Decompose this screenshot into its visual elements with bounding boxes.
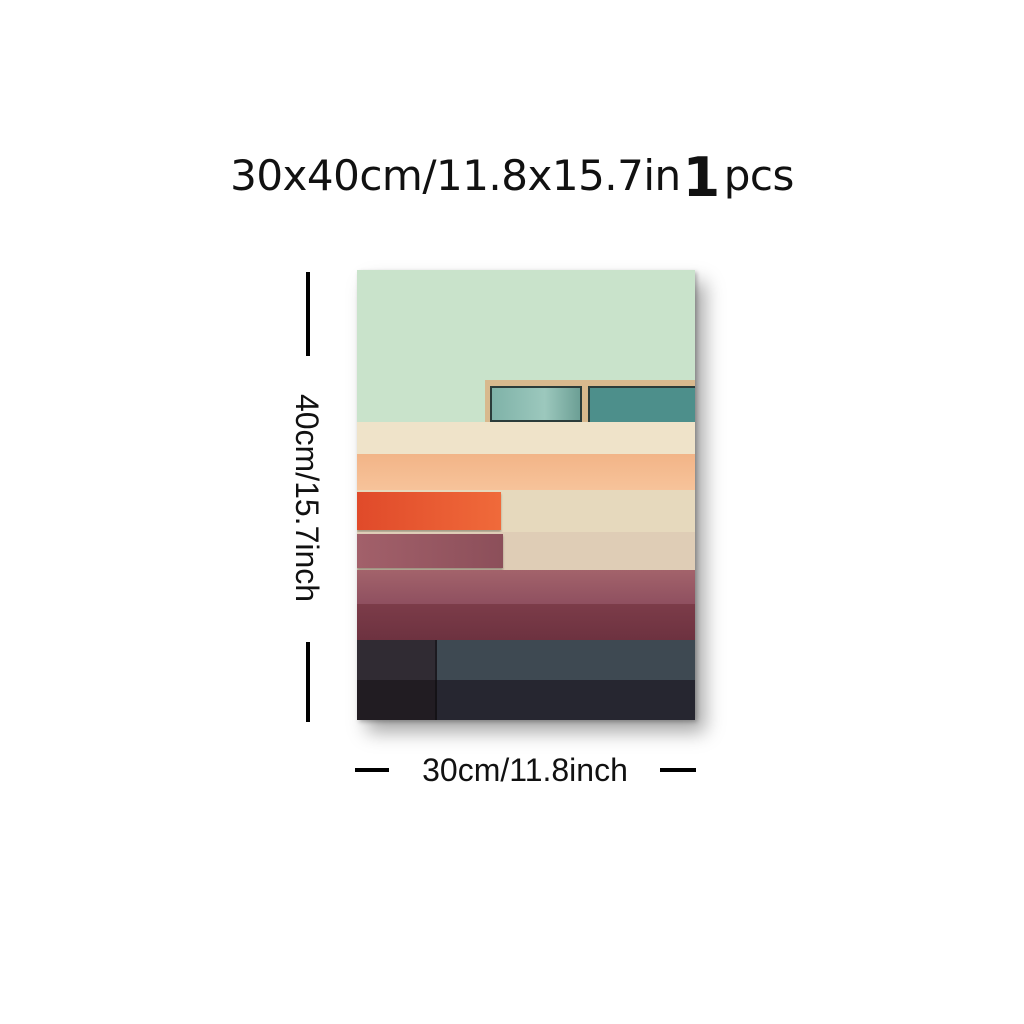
- band-peach: [357, 454, 695, 490]
- band-rose: [357, 570, 695, 604]
- size-text: 30x40cm/11.8x15.7in: [230, 151, 681, 200]
- band-dark-left: [357, 680, 437, 720]
- width-marker-right: [660, 768, 696, 772]
- window-pane-left: [490, 386, 582, 422]
- band-mauve: [357, 534, 503, 568]
- band-wine: [357, 604, 695, 640]
- painting-window: [485, 380, 695, 422]
- height-label: 40cm/15.7inch: [289, 393, 325, 603]
- band-red-orange: [357, 492, 501, 530]
- window-pane-right: [588, 386, 695, 422]
- height-marker-bottom: [306, 642, 310, 722]
- quantity-number: 1: [682, 146, 721, 209]
- width-label: 30cm/11.8inch: [422, 752, 628, 788]
- canvas-painting: [357, 270, 695, 720]
- band-cream: [357, 422, 695, 454]
- width-marker-left: [355, 768, 389, 772]
- quantity-unit: pcs: [723, 151, 795, 200]
- size-title: 30x40cm/11.8x15.7in1pcs: [0, 140, 1024, 209]
- band-slate-left: [357, 640, 437, 680]
- height-marker-top: [306, 272, 310, 356]
